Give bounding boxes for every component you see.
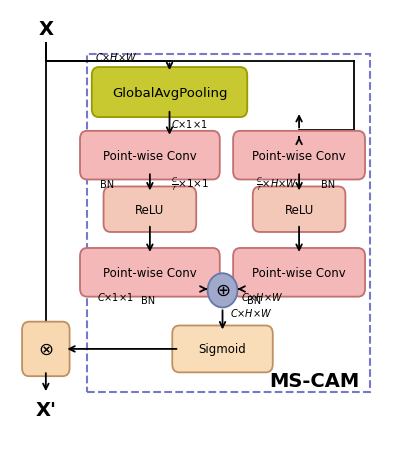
Text: ReLU: ReLU: [284, 203, 314, 216]
Text: Point-wise Conv: Point-wise Conv: [103, 149, 197, 162]
Text: $C{\times}H{\times}W$: $C{\times}H{\times}W$: [230, 307, 273, 319]
Text: BN: BN: [322, 179, 336, 189]
Text: $C{\times}H{\times}W$: $C{\times}H{\times}W$: [241, 290, 283, 303]
FancyBboxPatch shape: [172, 326, 273, 373]
Text: Point-wise Conv: Point-wise Conv: [252, 266, 346, 279]
Text: ⊗: ⊗: [38, 340, 54, 358]
Text: MS-CAM: MS-CAM: [269, 371, 360, 390]
Text: $C{\times}H{\times}W$: $C{\times}H{\times}W$: [95, 51, 138, 62]
Text: $C{\times}1{\times}1$: $C{\times}1{\times}1$: [171, 117, 208, 129]
Text: X': X': [35, 400, 56, 419]
FancyBboxPatch shape: [233, 132, 365, 180]
FancyBboxPatch shape: [104, 187, 196, 232]
Text: BN: BN: [100, 179, 114, 189]
Text: BN: BN: [247, 295, 261, 306]
FancyBboxPatch shape: [253, 187, 346, 232]
FancyBboxPatch shape: [233, 249, 365, 297]
Text: ReLU: ReLU: [135, 203, 165, 216]
Text: ⊕: ⊕: [215, 282, 230, 299]
Text: $\frac{C}{r}{\times}1{\times}1$: $\frac{C}{r}{\times}1{\times}1$: [171, 175, 210, 193]
Text: $C{\times}1{\times}1$: $C{\times}1{\times}1$: [97, 290, 134, 303]
Text: GlobalAvgPooling: GlobalAvgPooling: [112, 87, 227, 99]
Text: X: X: [38, 20, 53, 39]
FancyBboxPatch shape: [22, 322, 70, 376]
Text: $\frac{C}{r}{\times}H{\times}W$: $\frac{C}{r}{\times}H{\times}W$: [256, 175, 297, 193]
FancyBboxPatch shape: [80, 249, 220, 297]
FancyBboxPatch shape: [80, 132, 220, 180]
Text: BN: BN: [141, 295, 155, 306]
Circle shape: [208, 274, 238, 308]
Text: Sigmoid: Sigmoid: [199, 343, 246, 356]
Text: Point-wise Conv: Point-wise Conv: [252, 149, 346, 162]
Text: Point-wise Conv: Point-wise Conv: [103, 266, 197, 279]
FancyBboxPatch shape: [92, 68, 247, 118]
